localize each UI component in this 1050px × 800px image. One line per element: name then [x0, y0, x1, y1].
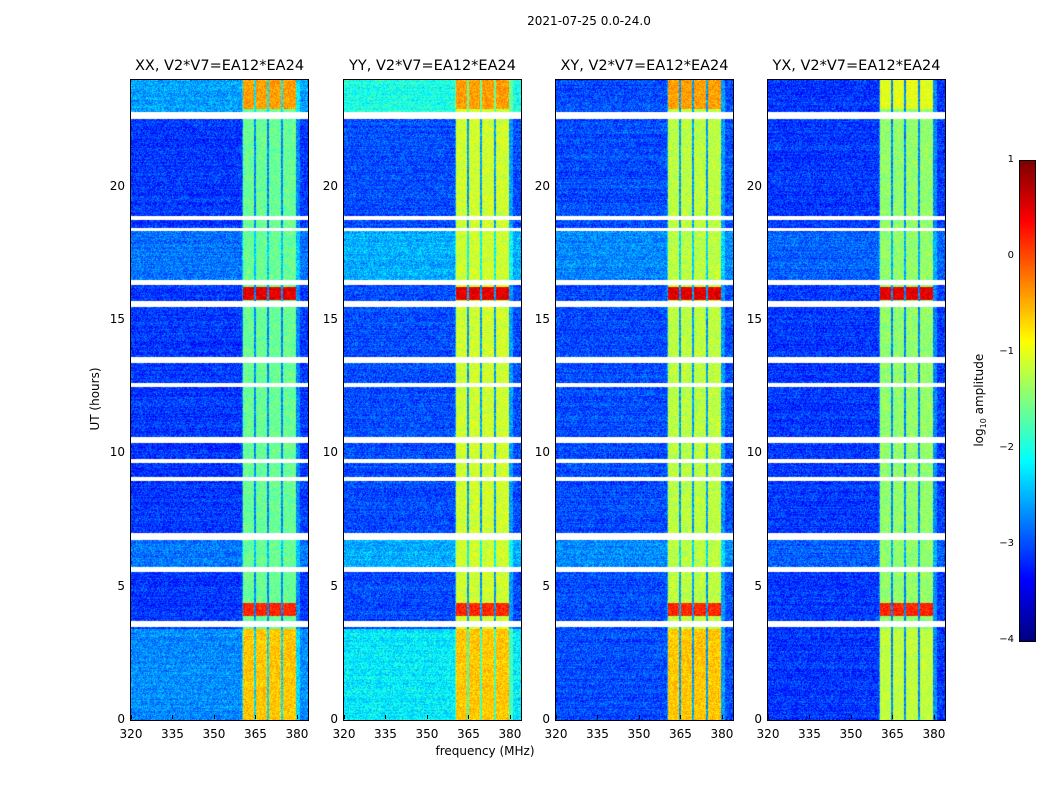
colorbar-tick-label: 0: [1007, 250, 1014, 261]
colorbar-tick-label: −2: [999, 442, 1014, 453]
x-tick-label: 365: [881, 727, 904, 741]
heatmap-image: [556, 80, 733, 720]
y-tick-label: 5: [542, 578, 550, 593]
x-tick-label: 380: [710, 727, 734, 741]
x-tick-label: 320: [756, 727, 780, 741]
x-tick-label: 350: [627, 727, 651, 741]
x-tick-label: 335: [161, 727, 184, 741]
y-tick-label: 10: [746, 445, 762, 460]
heatmap-panel: YX, V2*V7=EA12*EA24 320 335 350 365 380 0 5 10 15…: [747, 58, 946, 741]
x-tick-mark: [426, 715, 428, 719]
x-tick-mark: [597, 715, 599, 719]
x-tick-label: 365: [669, 727, 692, 741]
x-tick-mark: [468, 715, 470, 719]
colorbar-label: log10 amplitude: [971, 353, 989, 447]
y-tick-label: 5: [330, 578, 338, 593]
y-tick-label: 15: [746, 312, 762, 326]
x-tick-label: 365: [244, 727, 267, 741]
y-tick-label: 20: [746, 178, 762, 193]
x-tick-label: 320: [119, 727, 143, 741]
x-tick-mark: [556, 715, 557, 719]
y-tick-label: 10: [109, 445, 125, 460]
panel-title: YX, V2*V7=EA12*EA24: [772, 58, 941, 74]
y-tick-label: 5: [117, 578, 125, 593]
heatmap-image: [131, 80, 308, 720]
x-tick-label: 350: [202, 727, 226, 741]
y-tick-label: 20: [322, 178, 338, 193]
x-tick-label: 380: [922, 727, 946, 741]
x-tick-label: 335: [586, 727, 609, 741]
colorbar: [1019, 160, 1036, 642]
y-tick-label: 20: [109, 178, 125, 193]
y-tick-label: 15: [322, 312, 338, 326]
heatmap-image: [344, 80, 521, 720]
y-tick-label: 0: [330, 712, 338, 726]
x-tick-mark: [172, 715, 174, 719]
x-tick-label: 380: [285, 727, 309, 741]
panel-title: XY, V2*V7=EA12*EA24: [560, 58, 729, 74]
heatmap-panel: YY, V2*V7=EA12*EA24 320 335 350 365 380 0 5 10 15…: [323, 58, 522, 741]
x-tick-mark: [680, 715, 682, 719]
x-tick-label: 320: [332, 727, 356, 741]
y-tick-label: 10: [322, 445, 338, 460]
x-tick-mark: [509, 715, 511, 719]
axes-frame: [130, 79, 309, 721]
y-axis-label: UT (hours): [88, 367, 102, 431]
y-tick-label: 0: [542, 712, 550, 726]
colorbar-tick-label: −3: [999, 538, 1014, 549]
x-tick-mark: [809, 715, 811, 719]
x-tick-mark: [344, 715, 345, 719]
x-tick-mark: [638, 715, 640, 719]
colorbar-tick-label: −1: [999, 346, 1014, 357]
y-tick-label: 0: [754, 712, 762, 726]
x-tick-mark: [213, 715, 215, 719]
x-tick-mark: [296, 715, 298, 719]
y-tick-label: 10: [534, 445, 550, 460]
x-tick-label: 350: [415, 727, 439, 741]
x-tick-label: 335: [798, 727, 821, 741]
x-tick-mark: [131, 715, 132, 719]
colorbar-tick-label: −4: [999, 634, 1014, 645]
y-tick-label: 20: [534, 178, 550, 193]
x-tick-label: 365: [457, 727, 480, 741]
y-tick-label: 0: [117, 712, 125, 726]
axes-frame: [767, 79, 946, 721]
x-tick-mark: [892, 715, 894, 719]
x-tick-mark: [721, 715, 723, 719]
heatmap-panel: XY, V2*V7=EA12*EA24 320 335 350 365 380 0 5 10 15…: [535, 58, 734, 741]
colorbar-tick-label: 1: [1007, 154, 1014, 165]
y-tick-label: 5: [754, 578, 762, 593]
x-tick-label: 380: [498, 727, 522, 741]
axes-frame: [555, 79, 734, 721]
x-tick-label: 335: [374, 727, 397, 741]
x-tick-label: 350: [839, 727, 863, 741]
figure-title: 2021-07-25 0.0-24.0: [527, 14, 651, 28]
heatmap-image: [768, 80, 945, 720]
x-axis-label: frequency (MHz): [435, 744, 535, 758]
x-tick-mark: [255, 715, 257, 719]
y-tick-label: 15: [109, 312, 125, 326]
x-tick-mark: [850, 715, 852, 719]
x-tick-mark: [933, 715, 935, 719]
y-tick-label: 15: [534, 312, 550, 326]
axes-frame: [343, 79, 522, 721]
x-tick-mark: [385, 715, 387, 719]
panel-title: XX, V2*V7=EA12*EA24: [134, 58, 305, 74]
heatmap-panel: XX, V2*V7=EA12*EA24 320 335 350 365 380 0 5 10 15…: [110, 58, 309, 741]
panel-title: YY, V2*V7=EA12*EA24: [349, 58, 516, 74]
x-tick-mark: [768, 715, 769, 719]
x-tick-label: 320: [544, 727, 568, 741]
